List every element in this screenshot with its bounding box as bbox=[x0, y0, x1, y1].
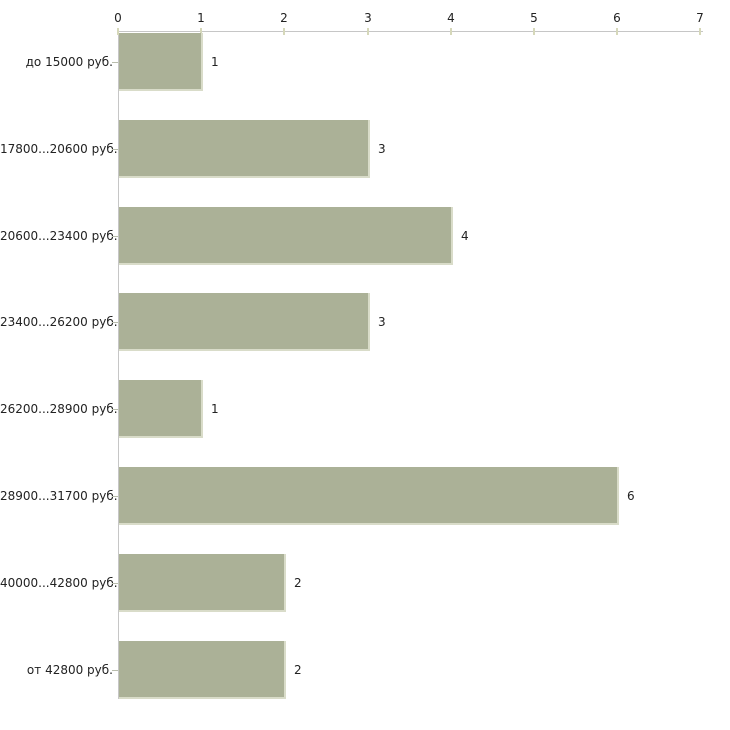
category-tick bbox=[112, 670, 118, 671]
x-axis-tick-label: 1 bbox=[197, 11, 205, 25]
x-axis-line bbox=[118, 31, 703, 32]
bar bbox=[119, 207, 453, 265]
x-axis-tick bbox=[616, 28, 618, 35]
bar-value-label: 2 bbox=[294, 663, 302, 677]
category-tick bbox=[112, 322, 118, 323]
bar bbox=[119, 554, 286, 612]
bar-value-label: 1 bbox=[211, 402, 219, 416]
category-tick bbox=[112, 496, 118, 497]
category-label: 40000...42800 руб. bbox=[0, 576, 118, 590]
x-axis-tick bbox=[367, 28, 369, 35]
category-label: 20600...23400 руб. bbox=[0, 229, 118, 243]
category-label: от 42800 руб. bbox=[26, 663, 113, 677]
category-label: 26200...28900 руб. bbox=[0, 402, 118, 416]
bar-value-label: 6 bbox=[627, 489, 635, 503]
category-label: 23400...26200 руб. bbox=[0, 315, 118, 329]
bar-value-label: 1 bbox=[211, 55, 219, 69]
x-axis-tick-label: 3 bbox=[364, 11, 372, 25]
category-tick bbox=[112, 149, 118, 150]
x-axis-tick-label: 6 bbox=[613, 11, 621, 25]
x-axis-tick bbox=[283, 28, 285, 35]
bar-value-label: 3 bbox=[378, 315, 386, 329]
x-axis-tick-label: 2 bbox=[280, 11, 288, 25]
category-label: 28900...31700 руб. bbox=[0, 489, 118, 503]
category-tick bbox=[112, 583, 118, 584]
bar-value-label: 4 bbox=[461, 229, 469, 243]
x-axis-tick bbox=[450, 28, 452, 35]
x-axis-tick bbox=[699, 28, 701, 35]
bar bbox=[119, 33, 203, 91]
bar-value-label: 3 bbox=[378, 142, 386, 156]
x-axis-tick bbox=[200, 28, 202, 35]
x-axis-tick-label: 0 bbox=[114, 11, 122, 25]
category-tick bbox=[112, 62, 118, 63]
category-tick bbox=[112, 409, 118, 410]
bar-value-label: 2 bbox=[294, 576, 302, 590]
category-tick bbox=[112, 236, 118, 237]
bar bbox=[119, 641, 286, 699]
category-label: до 15000 руб. bbox=[25, 55, 113, 69]
bar bbox=[119, 380, 203, 438]
y-axis-line bbox=[118, 31, 119, 699]
x-axis-tick bbox=[117, 28, 119, 35]
bar bbox=[119, 120, 370, 178]
category-label: 17800...20600 руб. bbox=[0, 142, 118, 156]
bar bbox=[119, 467, 619, 525]
x-axis-tick bbox=[533, 28, 535, 35]
x-axis-tick-label: 5 bbox=[530, 11, 538, 25]
x-axis-tick-label: 4 bbox=[447, 11, 455, 25]
x-axis-tick-label: 7 bbox=[696, 11, 704, 25]
bar bbox=[119, 293, 370, 351]
